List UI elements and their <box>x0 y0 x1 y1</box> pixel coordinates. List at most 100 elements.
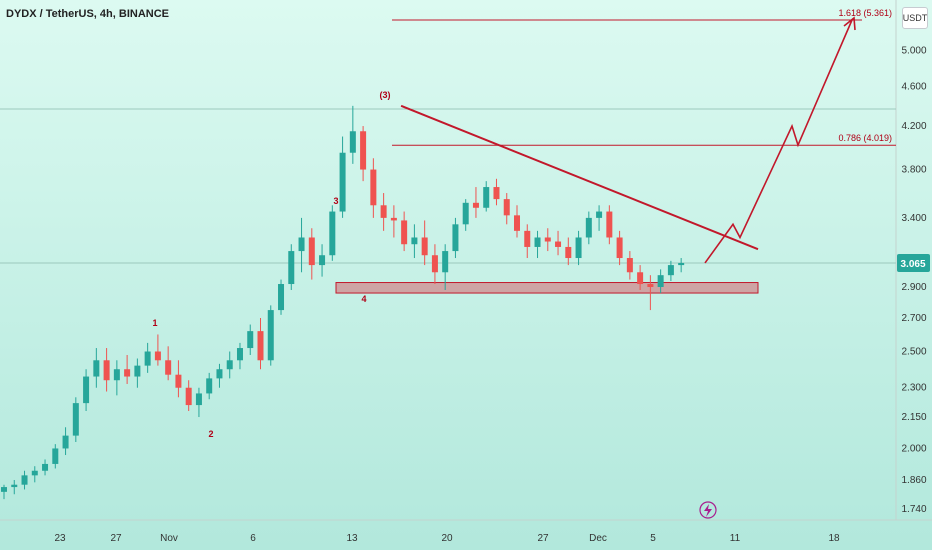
price-tick-label: 2.000 <box>901 443 926 454</box>
candle-body[interactable] <box>267 310 274 361</box>
current-price-badge <box>897 253 930 272</box>
candle-body[interactable] <box>452 224 459 252</box>
candle-body[interactable] <box>175 374 182 388</box>
candle-body[interactable] <box>370 169 377 206</box>
candle-body[interactable] <box>124 369 131 377</box>
time-tick-label: 5 <box>650 533 656 544</box>
candle-body[interactable] <box>247 331 254 349</box>
price-tick-label: 1.740 <box>901 504 926 515</box>
candle-body[interactable] <box>667 265 674 276</box>
time-tick-label: 27 <box>110 533 122 544</box>
candle-body[interactable] <box>390 217 397 221</box>
candle-body[interactable] <box>42 463 49 471</box>
candle-body[interactable] <box>411 237 418 245</box>
wave-label: (3) <box>380 90 391 100</box>
time-tick-label: 20 <box>441 533 453 544</box>
price-tick-label: 4.600 <box>901 82 926 93</box>
candle-body[interactable] <box>165 360 172 375</box>
candle-body[interactable] <box>657 275 664 288</box>
price-tick-label: 2.900 <box>901 282 926 293</box>
candle-body[interactable] <box>483 187 490 208</box>
candle-body[interactable] <box>585 217 592 238</box>
candle-body[interactable] <box>329 211 336 256</box>
candle-body[interactable] <box>1 487 7 492</box>
candle-body[interactable] <box>72 403 79 436</box>
candle-body[interactable] <box>462 202 469 225</box>
candle-body[interactable] <box>206 378 213 394</box>
candle-body[interactable] <box>236 348 243 361</box>
candle-body[interactable] <box>134 365 141 377</box>
candle-body[interactable] <box>514 215 520 231</box>
candle-body[interactable] <box>319 255 326 266</box>
candle-body[interactable] <box>524 230 531 247</box>
currency-button[interactable]: USDT <box>902 7 928 29</box>
candle-body[interactable] <box>62 435 69 449</box>
time-tick-label: 13 <box>346 533 358 544</box>
candle-body[interactable] <box>195 393 202 406</box>
candle-body[interactable] <box>339 152 346 212</box>
candle-body[interactable] <box>493 187 500 200</box>
candle-body[interactable] <box>544 237 551 242</box>
candle-body[interactable] <box>575 237 582 259</box>
time-tick-label: 6 <box>250 533 256 544</box>
candle-body[interactable] <box>21 475 28 485</box>
candle-body[interactable] <box>185 387 192 406</box>
candle-body[interactable] <box>308 237 315 266</box>
lightning-bolt <box>704 504 712 517</box>
candle-body[interactable] <box>555 241 562 247</box>
trendline[interactable] <box>400 104 759 251</box>
fib-level-label: 0.786 (4.019) <box>838 133 892 143</box>
candle-body[interactable] <box>144 351 151 366</box>
candle-body[interactable] <box>216 369 223 379</box>
candle-body[interactable] <box>226 360 233 370</box>
wave-label: 2 <box>208 429 213 439</box>
price-tick-label: 2.700 <box>901 313 926 324</box>
candle-body[interactable] <box>113 369 120 381</box>
candle-body[interactable] <box>154 351 161 361</box>
candle-body[interactable] <box>360 131 367 170</box>
candle-body[interactable] <box>647 284 654 288</box>
candle-body[interactable] <box>380 205 387 218</box>
candle-body[interactable] <box>472 202 479 208</box>
current-price-label: 3.065 <box>900 259 925 270</box>
time-tick-label: Dec <box>589 533 607 544</box>
candle-body[interactable] <box>596 211 603 218</box>
candle-body[interactable] <box>616 237 623 259</box>
support-zone[interactable] <box>335 282 759 294</box>
candle-body[interactable] <box>606 211 613 238</box>
lightning-icon[interactable] <box>699 501 717 519</box>
price-tick-label: 1.860 <box>901 475 926 486</box>
time-tick-label: 18 <box>828 533 840 544</box>
candle-body[interactable] <box>503 199 510 216</box>
price-tick-label: 5.000 <box>901 45 926 56</box>
candle-body[interactable] <box>565 246 572 259</box>
candle-body[interactable] <box>103 360 110 381</box>
time-tick-label: 27 <box>537 533 549 544</box>
candle-body[interactable] <box>31 470 38 476</box>
candle-body[interactable] <box>637 272 644 285</box>
candle-body[interactable] <box>278 284 285 311</box>
candle-body[interactable] <box>11 484 18 488</box>
projection-arrowhead <box>843 16 856 31</box>
candle-body[interactable] <box>93 360 100 377</box>
projection-path[interactable] <box>704 19 853 264</box>
candle-body[interactable] <box>257 331 264 361</box>
candle-body[interactable] <box>431 255 438 273</box>
candle-body[interactable] <box>288 251 295 285</box>
candle-body[interactable] <box>298 237 305 252</box>
candle-body[interactable] <box>442 251 449 273</box>
symbol-title: DYDX / TetherUS, 4h, BINANCE <box>6 8 169 20</box>
candle-body[interactable] <box>421 237 428 256</box>
time-tick-label: Nov <box>160 533 178 544</box>
candle-body[interactable] <box>534 237 541 247</box>
candle-body[interactable] <box>401 220 408 245</box>
candle-body[interactable] <box>626 258 633 273</box>
candle-body[interactable] <box>83 376 90 404</box>
price-tick-label: 2.150 <box>901 412 926 423</box>
price-tick-label: 3.400 <box>901 213 926 224</box>
candle-body[interactable] <box>678 262 685 266</box>
candle-body[interactable] <box>349 131 356 153</box>
candle-body[interactable] <box>52 448 59 464</box>
